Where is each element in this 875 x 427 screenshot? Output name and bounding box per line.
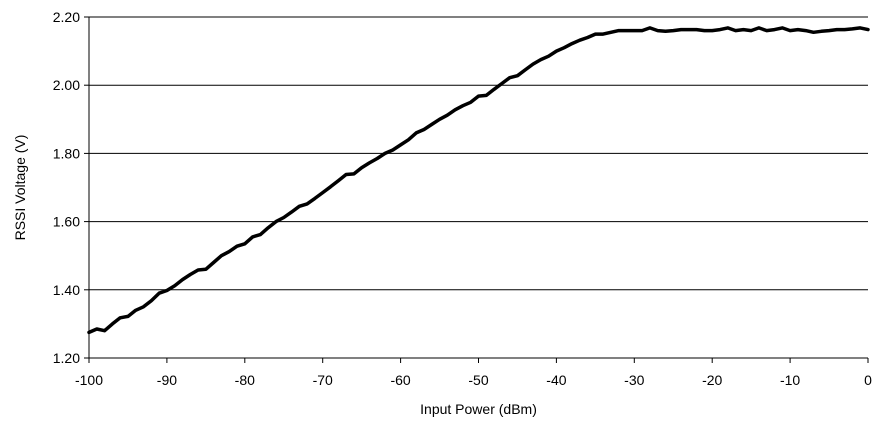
y-tick-label: 1.80 [53,145,80,161]
y-tick-label: 1.40 [53,282,80,298]
x-tick-label: -50 [468,372,488,388]
x-tick-label: 0 [864,372,872,388]
x-tick-label: -20 [702,372,722,388]
x-tick-label: -60 [390,372,410,388]
x-tick-labels: -100 -90 -80 -70 -60 -50 -40 -30 -20 -10 0 [75,372,872,388]
series [87,26,870,335]
x-axis-title: Input Power (dBm) [420,401,537,417]
y-tick-label: 1.60 [53,214,80,230]
y-tick-labels: 1.20 1.40 1.60 1.80 2.00 2.20 [53,9,80,366]
x-tick-label: -100 [75,372,103,388]
x-tick-label: -10 [780,372,800,388]
x-tick-label: -30 [624,372,644,388]
gridlines [89,16,868,291]
y-axis-title: RSSI Voltage (V) [12,135,28,241]
axes [84,16,869,363]
series-line [87,26,870,335]
x-tick-label: -40 [546,372,566,388]
y-tick-label: 2.00 [53,77,80,93]
x-tick-label: -90 [157,372,177,388]
y-tick-label: 2.20 [53,9,80,25]
x-tick-label: -80 [235,372,255,388]
y-tick-label: 1.20 [53,350,80,366]
x-tick-label: -70 [313,372,333,388]
